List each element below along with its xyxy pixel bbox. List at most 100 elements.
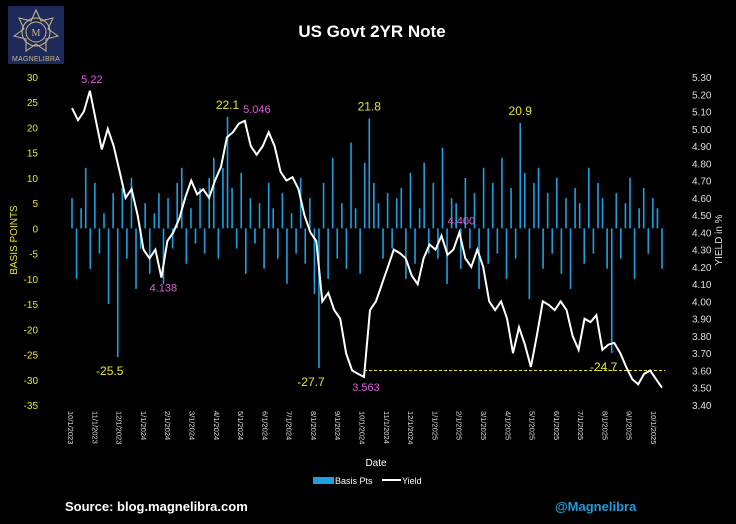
logo-text: MAGNELIBRA — [12, 56, 60, 63]
bar — [569, 228, 572, 289]
bar — [482, 167, 485, 229]
legend-label-line: Yield — [402, 476, 422, 486]
bar — [194, 228, 197, 244]
bar — [464, 177, 467, 229]
bar — [620, 228, 622, 259]
bar — [176, 182, 178, 229]
bar — [418, 208, 421, 229]
x-tick-label: 2/1/2025 — [455, 411, 464, 440]
right-tick-label: 3.80 — [692, 332, 712, 343]
right-tick-label: 4.90 — [692, 142, 712, 153]
bar — [162, 228, 165, 284]
x-tick-label: 10/1/2024 — [358, 411, 367, 444]
bar — [414, 228, 416, 264]
x-tick-label: 5/1/2025 — [528, 411, 537, 440]
bar — [638, 208, 640, 229]
x-tick-label: 9/1/2024 — [333, 411, 342, 440]
bar — [478, 228, 480, 289]
x-tick-label: 11/1/2023 — [90, 411, 99, 444]
annotations: -25.5 22.1 -27.7 21.8 20.9 -24.7 5.22 4.138 5.04… — [81, 74, 618, 394]
bar — [304, 228, 307, 264]
bar-annotation: 21.8 — [358, 99, 382, 113]
bar — [505, 228, 508, 279]
bar — [185, 228, 188, 264]
bar — [295, 228, 297, 254]
left-tick-label: 15 — [27, 149, 39, 160]
right-tick-label: 4.40 — [692, 228, 712, 239]
bar — [112, 193, 114, 229]
bar — [71, 198, 73, 229]
right-tick-label: 3.50 — [692, 384, 712, 395]
left-tick-label: -10 — [24, 275, 39, 286]
right-tick-label: 4.50 — [692, 211, 712, 222]
right-tick-label: 4.00 — [692, 297, 712, 308]
bar-series — [71, 116, 663, 369]
legend: Basis Pts Yield — [313, 476, 422, 486]
bar-annotation: -24.7 — [590, 360, 618, 374]
right-tick-label: 5.10 — [692, 108, 712, 119]
bar — [336, 228, 339, 259]
right-tick-label: 3.60 — [692, 366, 712, 377]
x-tick-label: 10/1/2023 — [66, 411, 75, 444]
right-tick-label: 3.70 — [692, 349, 712, 360]
x-tick-label: 1/1/2025 — [430, 411, 439, 440]
bar — [588, 167, 590, 229]
yield-line — [71, 90, 663, 389]
bar — [309, 198, 311, 229]
right-tick-label: 5.00 — [692, 125, 712, 136]
left-tick-label: -15 — [24, 300, 39, 311]
bar — [652, 198, 654, 229]
bar — [469, 228, 471, 249]
bar — [180, 167, 183, 229]
x-tick-label: 12/1/2023 — [115, 411, 124, 444]
bar — [167, 198, 169, 229]
right-tick-label: 4.80 — [692, 159, 712, 170]
yield-annotation: 5.22 — [81, 74, 102, 86]
right-tick-label: 4.30 — [692, 246, 712, 257]
bar — [322, 182, 325, 229]
right-tick-label: 4.20 — [692, 263, 712, 274]
bar — [258, 203, 261, 229]
bar — [542, 228, 544, 269]
bar — [254, 228, 256, 244]
left-tick-label: -30 — [24, 376, 39, 387]
right-axis-label: YIELD in % — [714, 214, 725, 265]
x-tick-label: 6/1/2024 — [260, 411, 269, 440]
bar — [130, 177, 133, 229]
bar — [647, 228, 650, 254]
bar — [441, 147, 444, 229]
x-tick-label: 11/1/2024 — [382, 411, 391, 444]
bar — [350, 142, 352, 229]
bar — [455, 203, 457, 229]
bar — [386, 193, 389, 229]
bar — [533, 182, 535, 229]
bar — [345, 228, 348, 269]
bar — [148, 228, 151, 274]
bar — [514, 228, 517, 259]
x-tick-label: 3/1/2024 — [187, 411, 196, 440]
right-tick-label: 4.60 — [692, 194, 712, 205]
bar — [290, 213, 293, 229]
x-tick-label: 2/1/2024 — [163, 411, 172, 440]
legend-label-bars: Basis Pts — [335, 476, 373, 486]
right-tick-label: 5.30 — [692, 73, 712, 84]
bar — [313, 228, 316, 294]
magnelibra-logo: M MAGNELIBRA — [8, 6, 64, 64]
bar — [423, 162, 425, 229]
bar — [450, 198, 453, 229]
yield-annotation: 4.400 — [448, 215, 476, 227]
bar-annotation: 20.9 — [509, 104, 533, 118]
bar — [107, 228, 110, 305]
bar — [354, 208, 357, 229]
bar — [318, 228, 320, 369]
bar — [199, 188, 201, 229]
bar — [203, 228, 206, 254]
bar — [249, 198, 252, 229]
bar — [240, 172, 243, 229]
bar — [212, 157, 215, 229]
bar — [263, 228, 265, 269]
left-tick-label: 5 — [32, 199, 38, 210]
bar — [226, 116, 229, 229]
x-tick-label: 4/1/2025 — [503, 411, 512, 440]
bar — [565, 198, 567, 229]
